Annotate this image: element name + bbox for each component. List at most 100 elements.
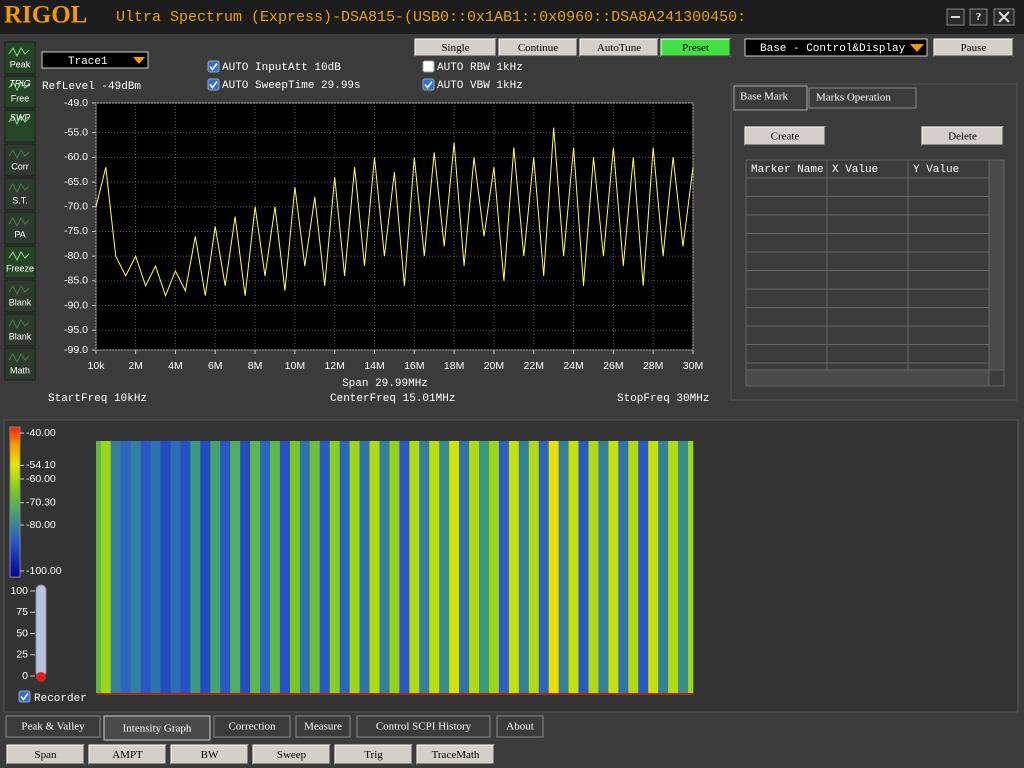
recorder-tick-label: 75 [16,606,28,618]
scrollbar[interactable] [988,159,1005,371]
sidebar-label: Blank [9,331,32,341]
y-tick-label: -80.0 [64,250,88,262]
bottom-button-label: TraceMath [432,749,480,761]
sidebar-icon [8,319,30,330]
dropdown-arrow [910,44,924,52]
auto-checkbox[interactable] [422,60,435,73]
waterfall-stripe [608,441,619,693]
sidebar-button[interactable] [4,109,36,143]
waterfall-stripe [678,441,689,693]
waterfall-stripe [638,441,649,693]
waterfall-stripe [319,441,331,693]
waterfall-stripe [409,441,420,693]
waterfall-stripe [658,441,669,693]
auto-checkbox[interactable] [207,78,220,91]
bottom-tab[interactable] [103,715,211,741]
sidebar-button[interactable] [4,143,36,177]
sidebar-button[interactable] [4,279,36,313]
title-bar [0,0,1024,34]
recorder-tick-label: 25 [16,649,28,661]
mode-select-label: Base - Control&Display [760,43,906,55]
bottom-tab[interactable] [5,715,101,738]
delete-button-label: Delete [948,131,977,143]
auto-checkbox[interactable] [422,78,435,91]
waterfall-stripe [538,441,550,693]
sidebar-button[interactable] [4,41,36,75]
toolbar-button-label: Continue [518,42,558,54]
bottom-tab[interactable] [213,715,291,738]
scale-tick-label: -60.00 [26,473,56,485]
waterfall-stripe [419,441,430,693]
marker-table [745,159,1005,387]
waterfall-stripe [379,441,390,693]
bottom-button-label: Sweep [277,749,307,761]
y-tick-label: -55.0 [64,126,88,138]
sidebar-button[interactable] [4,75,36,109]
recorder-checkbox[interactable] [18,690,31,703]
sidebar-button[interactable] [4,347,36,381]
recorder-tick-label: 0 [22,670,28,682]
sidebar-button[interactable] [4,211,36,245]
recorder-bulb [36,672,46,682]
auto-checkbox-label: AUTO VBW 1kHz [437,80,523,92]
sidebar-label: Blank [9,297,32,307]
sidebar-button[interactable] [4,313,36,347]
x-tick-label: 6M [208,360,223,372]
waterfall-stripe [150,441,161,693]
sidebar-icon [8,47,30,58]
waterfall-stripe [140,441,152,693]
waterfall-stripe [449,441,460,693]
bottom-tab[interactable] [496,715,544,738]
mode-select[interactable] [744,38,928,57]
waterfall-stripe [488,441,500,693]
waterfall-stripe [120,441,132,693]
x-tick-label: 22M [524,360,544,372]
waterfall-stripe [598,441,609,693]
waterfall-stripe [200,441,211,693]
sidebar-icon [8,217,30,228]
table-header: X Value [832,164,878,176]
waterfall-stripe [289,441,301,693]
table-header: Y Value [913,164,959,176]
bottom-button-label: BW [201,749,219,761]
x-tick-label: 14M [364,360,384,372]
bottom-tab[interactable] [295,715,351,738]
scrollbar-h[interactable] [745,369,990,387]
waterfall-stripe [260,441,271,693]
start-freq: StartFreq 10kHz [48,393,147,405]
toolbar-button-label: Preset [682,42,709,54]
sidebar-label: Corr [11,161,29,171]
waterfall-stripe [299,441,311,693]
bottom-tab-label: Peak & Valley [21,721,85,733]
scale-tick-label: -54.10 [26,459,56,471]
auto-checkbox-check [209,81,218,89]
waterfall-stripe [180,441,191,693]
bottom-button-label: Span [35,749,58,761]
trace-select-label: Trace1 [68,56,108,68]
sidebar-button[interactable] [4,177,36,211]
waterfall-stripe [210,441,221,693]
tab[interactable] [733,85,808,111]
auto-checkbox[interactable] [207,60,220,73]
scale-tick-label: -40.00 [26,427,56,439]
tab-label: Marks Operation [816,92,891,104]
help-button[interactable] [969,8,988,26]
recorder-tick-label: 100 [10,585,28,597]
create-button-label: Create [771,131,800,143]
recorder-tube [35,584,47,678]
tab[interactable] [808,87,917,109]
auto-checkbox-label: AUTO RBW 1kHz [437,62,523,74]
sidebar-button[interactable] [4,245,36,279]
trace-select[interactable] [41,51,149,69]
waterfall-stripe [518,441,530,693]
y-tick-label: -70.0 [64,201,88,213]
waterfall-stripe [269,441,281,693]
bottom-tab[interactable] [356,715,491,738]
auto-checkbox-check [424,81,433,89]
sidebar-label: Peak [10,59,31,69]
scale-tick-label: -100.00 [26,565,62,577]
bottom-button-label: AMPT [112,749,143,761]
waterfall-stripe [309,441,321,693]
span-label: Span 29.99MHz [342,378,428,390]
